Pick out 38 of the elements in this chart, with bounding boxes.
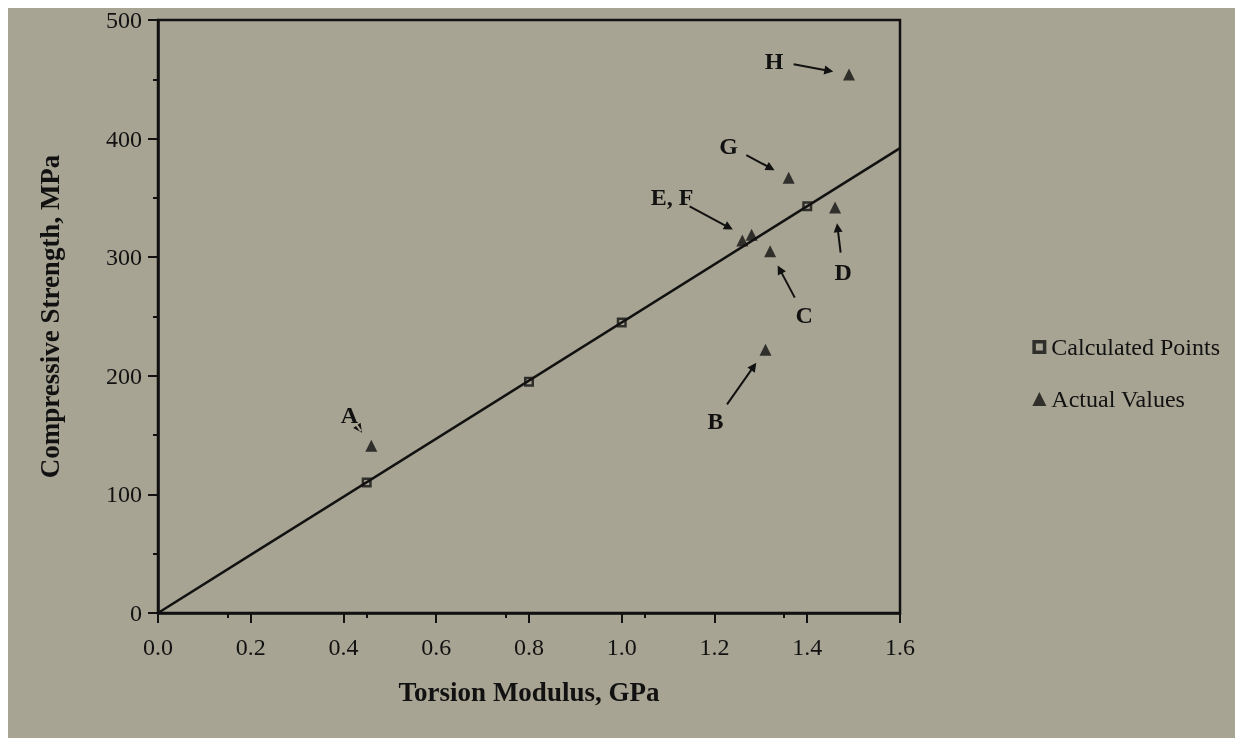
point [736, 234, 749, 247]
x-tick-label: 0.6 [421, 634, 452, 660]
y-axis-title: Compressive Strength, MPa [34, 154, 65, 479]
legend-label: Calculated Points [1051, 334, 1221, 360]
x-tick-label: 1.0 [606, 634, 637, 660]
legend-label: Actual Values [1051, 386, 1185, 412]
x-axis-title: Torsion Modulus, GPa [398, 676, 660, 707]
y-tick-label: 0 [130, 600, 142, 626]
annotation: E, F [650, 184, 694, 211]
x-tick-label: 1.4 [792, 634, 823, 660]
point [802, 201, 813, 212]
annotation: A [340, 401, 359, 428]
y-tick-label: 200 [106, 362, 142, 389]
x-tick-label: 0.8 [514, 634, 544, 660]
point [764, 245, 777, 258]
annotation: B [707, 407, 724, 434]
point [745, 228, 758, 241]
x-tick-label: 1.6 [885, 634, 915, 660]
point [842, 68, 855, 81]
annotation: H [764, 47, 784, 74]
x-tick-label: 0.0 [143, 634, 173, 660]
point [829, 201, 842, 214]
y-tick-label: 300 [106, 244, 142, 271]
y-tick-label: 500 [106, 7, 142, 33]
y-tick-label: 100 [106, 481, 142, 508]
x-tick-label: 0.4 [328, 634, 359, 660]
point [524, 376, 534, 387]
x-tick-label: 1.2 [699, 634, 730, 660]
y-tick-label: 400 [106, 125, 142, 152]
point [365, 439, 378, 452]
annotation: G [719, 132, 739, 159]
annotation: D [834, 259, 852, 286]
point [759, 343, 772, 356]
point [361, 477, 372, 488]
annotation: C [795, 302, 813, 329]
point [782, 171, 795, 184]
x-tick-label: 0.2 [235, 634, 266, 660]
point [616, 317, 627, 328]
